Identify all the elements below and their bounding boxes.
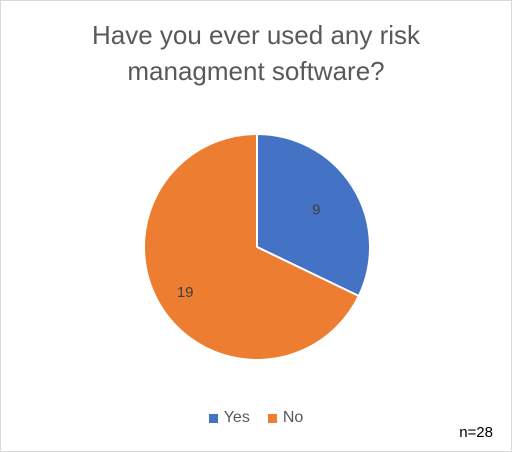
pie-slice-yes bbox=[256, 132, 371, 298]
legend-item-yes: Yes bbox=[208, 409, 250, 427]
legend-swatch-yes bbox=[208, 413, 218, 423]
legend: Yes No bbox=[1, 409, 511, 427]
legend-swatch-no bbox=[267, 413, 277, 423]
pie-slice-no bbox=[143, 132, 361, 361]
data-label-no: 19 bbox=[177, 284, 194, 301]
chart-title-line-2: managment software? bbox=[127, 56, 385, 86]
legend-label-no: No bbox=[282, 409, 304, 426]
sample-size-note: n=28 bbox=[459, 424, 493, 441]
legend-label-yes: Yes bbox=[223, 409, 250, 426]
data-label-yes: 9 bbox=[312, 202, 320, 219]
chart-title: Have you ever used any risk managment so… bbox=[1, 17, 511, 89]
legend-item-no: No bbox=[267, 409, 304, 427]
chart-title-line-1: Have you ever used any risk bbox=[91, 20, 421, 50]
